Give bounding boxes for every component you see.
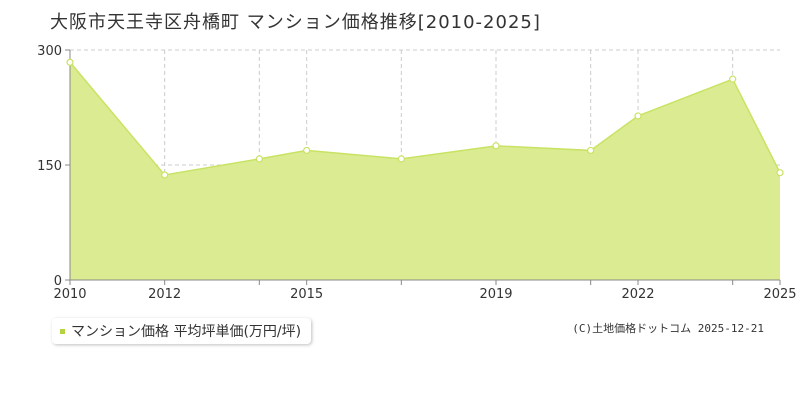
axis-layer	[65, 49, 781, 285]
x-tick-label: 2025	[763, 287, 796, 302]
data-point	[634, 112, 642, 120]
legend-label: マンション価格 平均坪単価(万円/坪)	[71, 324, 302, 340]
data-point	[492, 142, 500, 150]
x-tick-label: 2022	[621, 287, 654, 302]
x-tick-label: 2010	[53, 287, 86, 302]
area-layer	[69, 61, 781, 281]
credit-text: (C)土地価格ドットコム 2025-12-21	[572, 322, 764, 335]
data-point	[397, 155, 405, 163]
x-tick-label: 2015	[290, 287, 323, 302]
y-tick-label: 300	[37, 44, 62, 59]
data-point	[776, 169, 784, 177]
data-point	[66, 58, 74, 66]
point-layer	[66, 58, 784, 179]
x-tick-label: 2012	[148, 287, 181, 302]
legend-swatch	[60, 328, 65, 334]
x-tick-label: 2019	[479, 287, 512, 302]
data-point	[587, 146, 595, 155]
series-line	[69, 61, 781, 176]
y-tick-label: 0	[54, 274, 62, 289]
data-point	[255, 155, 263, 163]
series-area	[70, 62, 780, 281]
y-tick-label: 150	[37, 159, 62, 174]
chart-title: 大阪市天王寺区舟橋町 マンション価格推移[2010-2025]	[50, 12, 541, 33]
data-point	[303, 146, 311, 155]
legend: マンション価格 平均坪単価(万円/坪)	[52, 318, 312, 344]
data-point	[729, 75, 737, 83]
label-layer: 0 150 300 2010 2012 2015 2019 2022 2025	[37, 44, 796, 302]
data-point	[161, 171, 169, 179]
